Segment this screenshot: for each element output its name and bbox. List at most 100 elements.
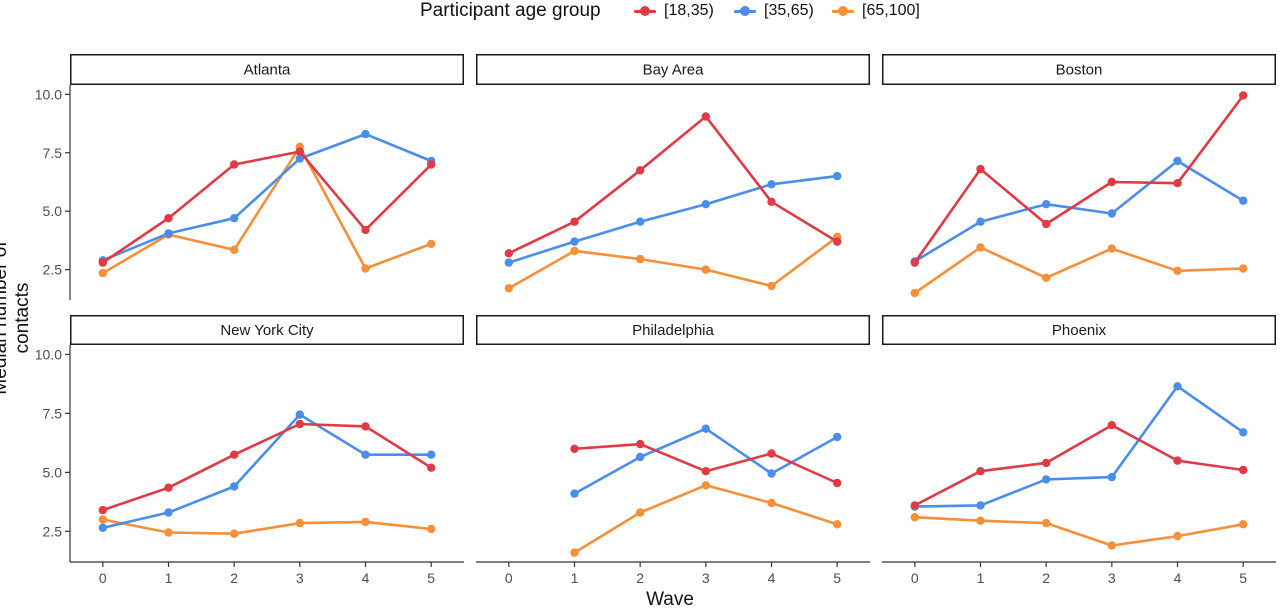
data-point-35-65-bay-area-wave-0 — [504, 258, 513, 267]
data-point-18-35-phoenix-wave-0 — [910, 501, 919, 510]
x-tick-label: 1 — [571, 570, 579, 586]
facet-title-philadelphia: Philadelphia — [632, 322, 714, 339]
y-tick-label: 5.0 — [43, 464, 63, 480]
data-point-65-100-atlanta-wave-5 — [427, 239, 436, 249]
data-point-65-100-phoenix-wave-0 — [910, 513, 919, 522]
data-point-35-65-boston-wave-3 — [1107, 209, 1117, 218]
data-point-65-100-boston-wave-0 — [910, 288, 919, 298]
x-tick-label: 0 — [911, 570, 919, 586]
data-point-65-100-new-york-city-wave-3 — [295, 518, 304, 528]
data-point-35-65-new-york-city-wave-1 — [164, 508, 173, 517]
data-point-35-65-boston-wave-1 — [976, 217, 985, 226]
series-line-65-100-bay-area — [507, 235, 839, 290]
x-tick-label: 5 — [427, 570, 435, 586]
facet-title-phoenix: Phoenix — [1052, 322, 1107, 339]
data-point-35-65-phoenix-wave-3 — [1107, 472, 1117, 482]
data-point-18-35-bay-area-wave-2 — [636, 166, 645, 175]
data-point-65-100-new-york-city-wave-5 — [427, 524, 436, 534]
data-point-18-35-boston-wave-2 — [1042, 219, 1051, 229]
facet-strip-atlanta — [70, 54, 464, 85]
x-tick-label: 3 — [1108, 570, 1116, 586]
legend-point-18-35 — [640, 6, 650, 16]
data-point-65-100-phoenix-wave-4 — [1173, 531, 1182, 541]
data-point-18-35-philadelphia-wave-4 — [767, 449, 776, 458]
data-point-18-35-philadelphia-wave-3 — [701, 467, 710, 476]
legend-label-18-35: [18,35) — [664, 2, 714, 19]
x-tick-label: 1 — [165, 570, 173, 586]
series-line-65-100-boston — [913, 246, 1245, 295]
data-point-65-100-bay-area-wave-2 — [636, 254, 645, 264]
x-tick-label: 4 — [768, 570, 776, 586]
data-point-65-100-bay-area-wave-4 — [767, 281, 776, 291]
data-point-18-35-philadelphia-wave-2 — [636, 439, 645, 449]
y-tick-label: 7.5 — [43, 145, 63, 161]
series-line-18-35-atlanta — [101, 150, 433, 264]
series-line-65-100-atlanta — [101, 145, 433, 275]
x-tick-label: 3 — [296, 570, 304, 586]
data-point-35-65-bay-area-wave-1 — [570, 237, 579, 246]
data-point-65-100-atlanta-wave-2 — [230, 245, 239, 254]
data-point-65-100-boston-wave-3 — [1107, 244, 1117, 253]
x-tick-label: 4 — [1174, 570, 1182, 586]
data-point-35-65-atlanta-wave-3 — [295, 154, 304, 163]
y-tick-label: 10.0 — [35, 346, 62, 362]
data-point-35-65-phoenix-wave-1 — [976, 501, 985, 510]
data-point-35-65-atlanta-wave-2 — [230, 214, 239, 223]
data-point-65-100-atlanta-wave-4 — [361, 264, 370, 273]
series-line-65-100-new-york-city — [101, 518, 433, 536]
x-tick-label: 5 — [1239, 570, 1247, 586]
data-point-18-35-new-york-city-wave-5 — [427, 463, 436, 472]
data-point-18-35-atlanta-wave-5 — [427, 160, 436, 169]
facet-title-new-york-city: New York City — [220, 322, 314, 339]
data-point-18-35-new-york-city-wave-0 — [98, 505, 108, 515]
data-point-65-100-boston-wave-4 — [1173, 266, 1182, 275]
data-point-65-100-boston-wave-2 — [1042, 273, 1051, 282]
legend-point-35-65 — [740, 6, 750, 16]
facet-strip-bay-area — [476, 54, 870, 85]
data-point-18-35-atlanta-wave-0 — [98, 258, 108, 267]
data-point-35-65-boston-wave-2 — [1042, 200, 1051, 209]
data-point-35-65-philadelphia-wave-2 — [636, 452, 645, 462]
legend-title: Participant age group — [420, 0, 601, 21]
data-point-18-35-bay-area-wave-4 — [767, 197, 776, 206]
legend-key-18-35 — [634, 2, 656, 20]
data-point-65-100-phoenix-wave-5 — [1239, 520, 1248, 529]
data-point-35-65-bay-area-wave-4 — [767, 180, 776, 189]
data-point-35-65-new-york-city-wave-4 — [361, 450, 370, 459]
x-tick-label: 2 — [230, 570, 238, 586]
data-point-18-35-phoenix-wave-4 — [1173, 456, 1182, 465]
panel-new-york-city: New York City 2.5 5.0 7.5 10.0 0 1 2 3 4 5 — [35, 315, 464, 586]
data-point-18-35-new-york-city-wave-2 — [230, 450, 239, 459]
data-point-18-35-philadelphia-wave-1 — [570, 444, 579, 453]
series-line-35-65-bay-area — [507, 174, 839, 264]
data-point-18-35-boston-wave-3 — [1107, 177, 1117, 187]
data-point-35-65-phoenix-wave-5 — [1239, 428, 1248, 437]
data-point-35-65-atlanta-wave-1 — [164, 229, 173, 238]
series-line-35-65-new-york-city — [101, 413, 433, 530]
panel-boston: Boston — [882, 54, 1276, 298]
data-point-65-100-bay-area-wave-3 — [701, 265, 710, 274]
data-point-35-65-boston-wave-4 — [1173, 156, 1182, 166]
data-point-65-100-atlanta-wave-0 — [98, 268, 108, 278]
facet-title-atlanta: Atlanta — [244, 62, 291, 79]
data-point-65-100-philadelphia-wave-1 — [570, 548, 579, 557]
data-point-65-100-new-york-city-wave-0 — [98, 515, 108, 524]
data-point-18-35-atlanta-wave-1 — [164, 214, 173, 223]
data-point-35-65-philadelphia-wave-1 — [570, 489, 579, 498]
data-point-65-100-phoenix-wave-3 — [1107, 541, 1117, 550]
x-tick-label: 0 — [505, 570, 513, 586]
x-tick-label: 2 — [1042, 570, 1050, 586]
data-point-65-100-philadelphia-wave-2 — [636, 508, 645, 517]
y-tick-label: 2.5 — [43, 523, 63, 539]
facet-strip-boston — [882, 54, 1276, 85]
data-point-18-35-bay-area-wave-1 — [570, 217, 579, 226]
data-point-18-35-atlanta-wave-2 — [230, 160, 239, 169]
data-point-35-65-new-york-city-wave-5 — [427, 450, 436, 459]
facet-strip-new-york-city — [70, 315, 464, 345]
series-line-35-65-phoenix — [913, 384, 1245, 508]
y-axis-label: Median number of contacts — [0, 241, 33, 395]
data-point-65-100-philadelphia-wave-4 — [767, 498, 776, 508]
y-tick-label: 2.5 — [43, 262, 63, 278]
data-point-35-65-philadelphia-wave-3 — [701, 424, 710, 433]
data-point-65-100-new-york-city-wave-1 — [164, 528, 173, 537]
